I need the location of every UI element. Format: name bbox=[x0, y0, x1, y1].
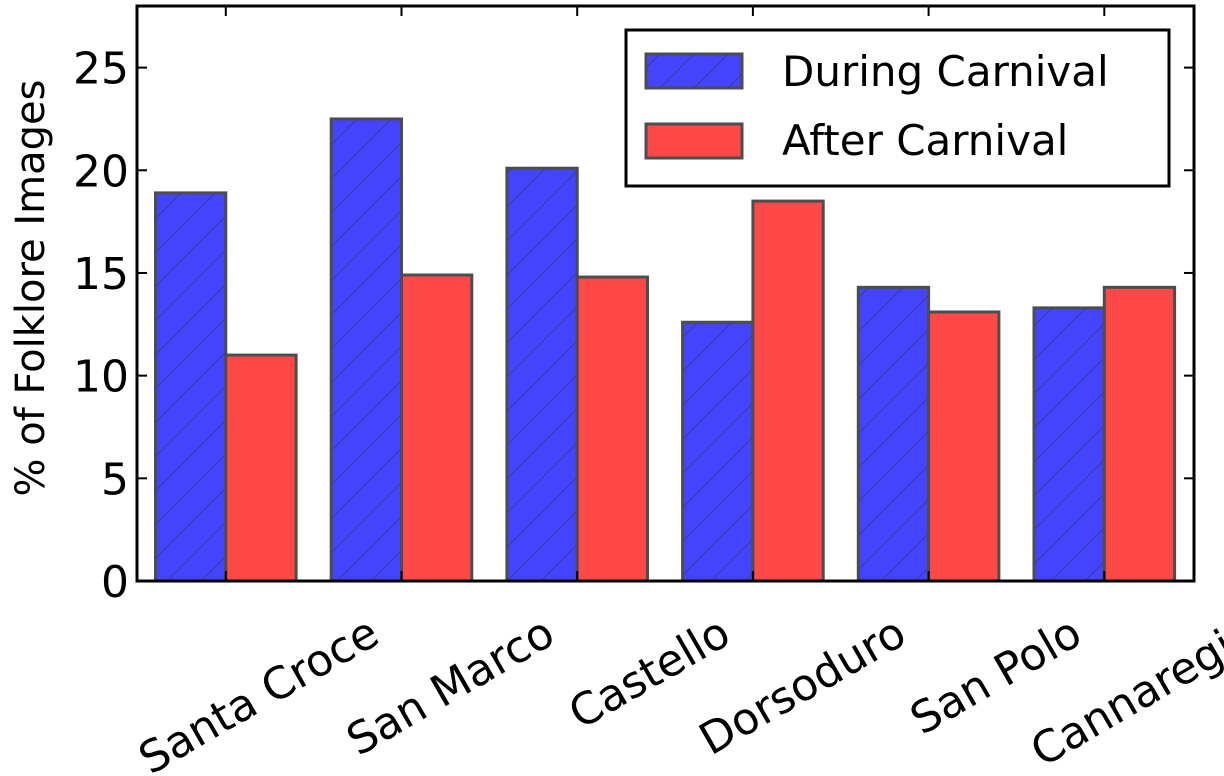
legend-swatch-after bbox=[644, 122, 744, 160]
bar-after-dorsoduro bbox=[751, 199, 825, 583]
bar-hatch-san-marco bbox=[331, 118, 402, 582]
y-tick-label: 0 bbox=[101, 557, 129, 608]
legend-label-after: After Carnival bbox=[782, 116, 1068, 165]
plot-frame bbox=[135, 4, 1196, 583]
y-tick-label: 20 bbox=[73, 146, 129, 197]
y-tick-label: 10 bbox=[73, 352, 129, 403]
legend-swatch-during-hatch bbox=[646, 54, 742, 88]
legend-label-during: During Carnival bbox=[782, 47, 1109, 96]
bar-after-cannaregio bbox=[1102, 285, 1177, 583]
y-tick-label: 15 bbox=[73, 249, 129, 300]
legend: During Carnival After Carnival bbox=[624, 28, 1171, 188]
bar-hatch-santa-croce bbox=[155, 192, 226, 581]
y-tick-label: 5 bbox=[101, 454, 129, 505]
bar-hatch-castello bbox=[506, 168, 578, 581]
bars-layer bbox=[154, 117, 1177, 583]
bar-after-san-marco bbox=[400, 273, 474, 583]
bar-hatch-cannaregio bbox=[1034, 307, 1105, 581]
y-axis-title: % of Folklore Images bbox=[8, 80, 54, 497]
x-tick-label: Santa Croce bbox=[131, 607, 388, 776]
bar-after-castello bbox=[575, 275, 650, 583]
bar-after-santa-croce bbox=[224, 353, 298, 583]
bar-after-san-polo bbox=[927, 310, 1001, 583]
bar-hatch-san-polo bbox=[858, 287, 929, 581]
bar-hatch-dorsoduro bbox=[682, 322, 753, 581]
y-tick-label: 25 bbox=[73, 44, 129, 95]
